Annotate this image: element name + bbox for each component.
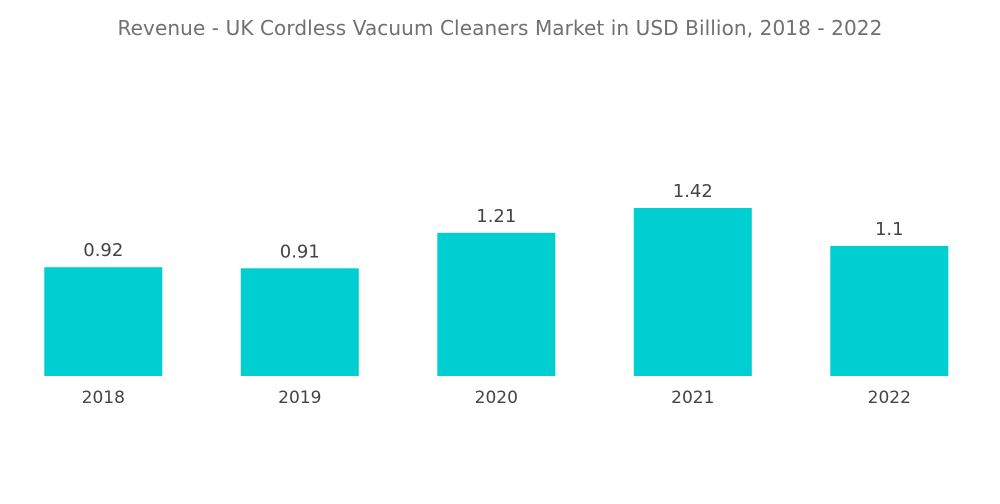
x-tick-label-2019: 2019 [278, 388, 321, 408]
data-label-2019: 0.91 [280, 241, 320, 262]
bar-2022 [830, 245, 949, 376]
data-label-2021: 1.42 [673, 181, 713, 202]
bar-2020 [437, 232, 556, 376]
x-tick-label-2020: 2020 [475, 388, 518, 408]
bar-2021 [633, 208, 752, 376]
bar-2019 [240, 268, 359, 376]
data-label-2018: 0.92 [83, 240, 123, 261]
x-tick-label-2021: 2021 [671, 388, 714, 408]
data-label-2022: 1.1 [875, 219, 904, 240]
x-tick-label-2018: 2018 [82, 388, 125, 408]
bar-2018 [44, 267, 163, 376]
data-label-2020: 1.21 [476, 206, 516, 227]
x-tick-label-2022: 2022 [868, 388, 911, 408]
chart-title: Revenue - UK Cordless Vacuum Cleaners Ma… [117, 16, 883, 40]
